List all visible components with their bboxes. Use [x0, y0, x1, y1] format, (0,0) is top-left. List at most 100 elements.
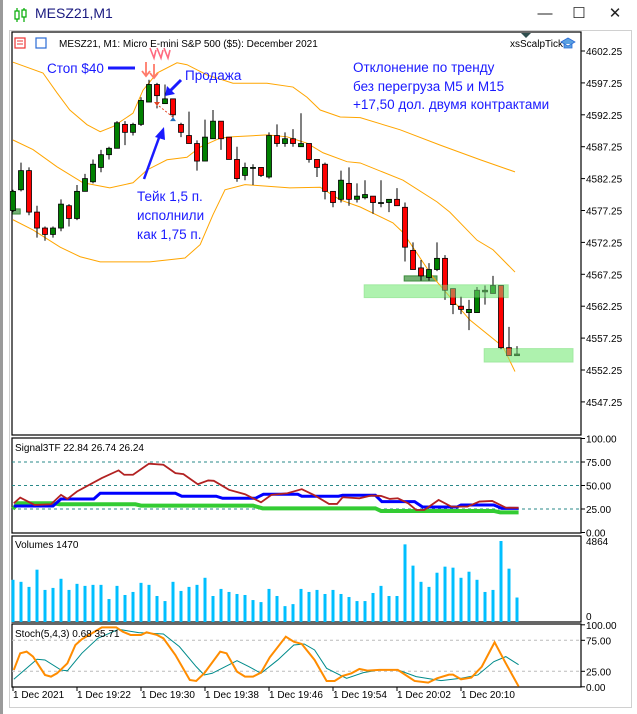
band-middle-line [12, 134, 516, 273]
take-exit-marker-icon [170, 117, 176, 122]
candle-body [34, 211, 40, 229]
candle-body [498, 285, 504, 349]
window-titlebar[interactable]: MESZ21,M1 — ☐ ✕ [3, 0, 637, 29]
take-annotation-line: как 1,75 п. [137, 227, 201, 242]
volume-bar [259, 602, 263, 622]
stochastic-pane [11, 623, 582, 688]
price-tick-label: 4547.25 [586, 398, 623, 409]
volume-bar [307, 591, 311, 622]
signal3tf-legend: Signal3TF 22.84 26.74 26.24 [15, 443, 144, 454]
volume-bar [483, 591, 487, 622]
candle-body [298, 143, 304, 148]
volume-bar [379, 585, 383, 622]
minimize-button[interactable]: — [537, 5, 553, 22]
sell-signal-arrow-icon [163, 47, 171, 61]
volumes-legend: Volumes 1470 [15, 540, 79, 551]
candle-body [138, 100, 144, 125]
volume-bar [251, 600, 255, 622]
note-annotation-line: Отклонение по тренду [353, 60, 495, 75]
volume-bar [475, 579, 479, 622]
volume-bar [339, 593, 343, 622]
candle-body [130, 123, 136, 133]
candle-body [394, 198, 400, 207]
candle-body [514, 353, 520, 357]
take-pointer-arrow-icon [142, 134, 162, 180]
volume-bar [67, 589, 71, 622]
trade-list-icon[interactable] [14, 37, 26, 49]
trade-path-line [158, 105, 174, 118]
volume-bar [123, 594, 127, 622]
sell-pointer-arrow-icon [168, 78, 183, 93]
sell-arrow-icon [141, 62, 151, 78]
sell-signal-arrow-icon [149, 47, 157, 61]
volume-bar [243, 594, 247, 622]
sell-pointer-arrowhead-icon [165, 86, 175, 96]
price-tick-label: 4602.25 [586, 47, 623, 58]
take-pointer-arrowhead-icon [155, 127, 165, 140]
price-tick-label: 4552.25 [586, 366, 623, 377]
candle-body [82, 178, 88, 192]
volume-bar [219, 588, 223, 622]
band-upper-line [12, 61, 516, 173]
candle-body [306, 143, 312, 160]
maximize-button[interactable]: ☐ [572, 5, 586, 22]
price-zone-overlay [364, 284, 509, 298]
time-tick-label: 1 Dec 2021 [13, 690, 65, 701]
graduation-cap-icon[interactable] [560, 37, 576, 49]
signal-tick-label: 75.00 [586, 458, 611, 469]
volume-bar [75, 583, 79, 622]
volume-bar [27, 586, 31, 622]
volume-bar [291, 604, 295, 622]
close-button[interactable]: ✕ [608, 5, 622, 22]
candle-body [290, 138, 296, 144]
candle-body [234, 159, 240, 180]
stop-annotation: Стоп $40 [47, 61, 104, 76]
sell-entry-marker-icon [154, 102, 160, 107]
signal-tick-label: 0.00 [586, 529, 606, 540]
candlestick-chart-icon [14, 8, 27, 22]
candle-body [322, 163, 328, 192]
candle-body [114, 122, 120, 149]
candle-body [434, 257, 440, 270]
signal-tick-label: 100.00 [586, 435, 617, 446]
chart-shift-marker-icon[interactable] [521, 33, 531, 38]
volume-bar [507, 568, 511, 622]
volume-tick-label: 0 [586, 612, 592, 623]
candle-body [170, 98, 176, 116]
stoch-main-line [12, 626, 520, 687]
volume-bar [435, 572, 439, 622]
candle-body [50, 227, 56, 235]
candle-body [258, 167, 264, 176]
candle-body [474, 289, 480, 313]
expert-advisor-name: xsScalpTick [510, 39, 564, 50]
candle-body [106, 147, 112, 156]
volume-bar [347, 597, 351, 622]
candle-body [242, 167, 248, 176]
volume-bar [411, 565, 415, 622]
take-annotation-line: исполнили [137, 208, 204, 223]
volume-bar [235, 593, 239, 622]
price-zone-overlay [484, 348, 573, 363]
indicator-list-icon[interactable] [35, 37, 47, 49]
stoch-tick-label: 0.00 [586, 683, 606, 694]
candle-body [314, 159, 320, 168]
stoch-tick-label: 75.00 [586, 636, 611, 647]
volume-bar [491, 589, 495, 622]
candle-body [418, 267, 424, 277]
volume-bar [387, 596, 391, 622]
candle-body [250, 167, 256, 169]
price-tick-label: 4582.25 [586, 175, 623, 186]
volume-bar [363, 601, 367, 622]
stoch-tick-label: 25.00 [586, 667, 611, 678]
candle-body [162, 98, 168, 105]
volume-bar [451, 567, 455, 622]
chart-symbol-description: MESZ21, M1: Micro E-mini S&P 500 ($5): D… [59, 39, 318, 50]
volume-bar [419, 581, 423, 622]
candle-body [274, 135, 280, 144]
candle-body [194, 143, 200, 162]
volume-bar [179, 590, 183, 622]
volume-bar [403, 544, 407, 622]
volume-bar [467, 571, 471, 622]
candle-body [122, 123, 128, 133]
